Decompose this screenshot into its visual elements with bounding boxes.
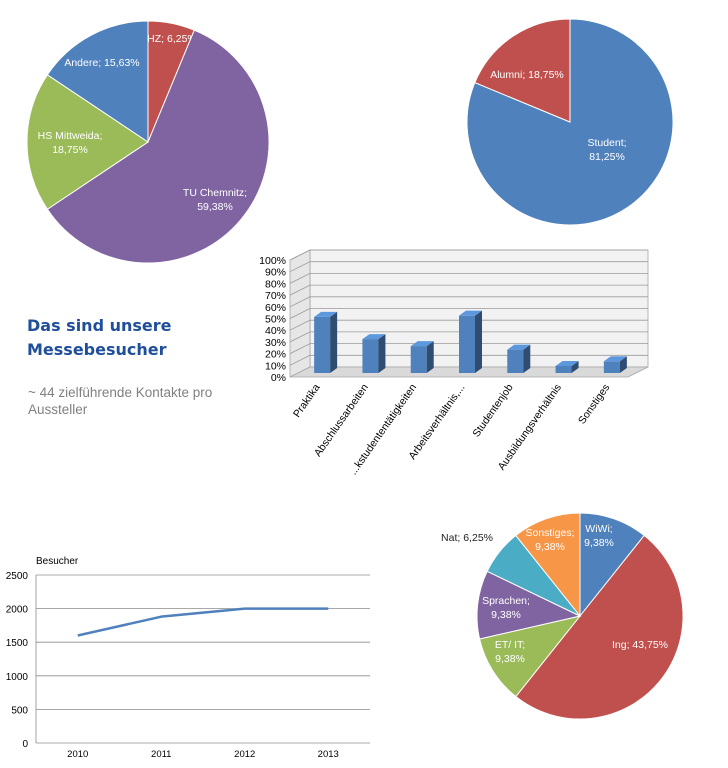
y-tick-label: 40%	[265, 325, 286, 337]
x-tick-label: 2011	[151, 749, 171, 760]
contacts-note-line-1: ~ 44 zielführende Kontakte pro	[28, 385, 213, 400]
bar	[362, 334, 386, 373]
x-tick-label: 2012	[234, 749, 255, 760]
pie-slice	[478, 615, 582, 698]
y-tick-label: 30%	[265, 337, 286, 349]
page-headline: Das sind unsere Messebesucher	[27, 314, 227, 362]
y-tick-label: 80%	[265, 278, 286, 290]
bar-chart-offer-types: 0%10%20%30%40%50%60%70%80%90%100% Praktik…	[259, 249, 649, 477]
y-tick-label: 100%	[259, 255, 286, 267]
slice-label: Sprachen; 9,38%	[482, 595, 530, 621]
pie-slice	[515, 534, 684, 720]
y-tick-label: 2500	[6, 571, 29, 582]
slice-label: Sonstiges; 9,38%	[525, 527, 574, 553]
y-tick-label: 2000	[6, 605, 29, 616]
pie-chart-faculties: WiWi; 9,38% Ing; 43,75% ET/ IT; 9,38% Sprache…	[441, 512, 684, 720]
y-tick-label: 20%	[265, 349, 286, 361]
pie-slice	[46, 20, 149, 143]
headline-line-2: Messebesucher	[27, 340, 167, 359]
y-tick-label: 50%	[265, 314, 286, 326]
bar	[507, 344, 531, 373]
pie-slice	[26, 74, 149, 210]
slice-label: Ing; 43,75%	[612, 639, 668, 651]
bar	[459, 310, 482, 373]
slice-label: Andere; 15,63%	[64, 57, 139, 69]
series-line	[77, 607, 329, 637]
y-tick-label: 1000	[6, 672, 29, 683]
line-chart-visitors: Besucher 0 500 1000 1500 2000 2500 2010 2011 2012…	[6, 556, 370, 760]
slice-label: Nat; 6,25%	[441, 532, 493, 544]
x-tick-label: 2010	[67, 749, 88, 760]
y-tick-label: 500	[11, 705, 28, 716]
pie-slice	[474, 18, 571, 123]
bar	[555, 360, 579, 373]
slice-label: WiWi; 9,38%	[584, 523, 614, 549]
bar	[410, 341, 434, 373]
y-tick-label: 70%	[265, 290, 286, 302]
x-category-label: Abschlussarbeiten	[312, 382, 371, 459]
slice-label: WHZ; 6,25%	[137, 33, 197, 45]
slice-label: TU Chemnitz; 59,38%	[183, 187, 247, 213]
slice-label: Student; 81,25%	[587, 137, 626, 163]
y-tick-label: 0%	[271, 372, 286, 384]
pie-chart-universities: WHZ; 6,25% TU Chemnitz; 59,38% HS Mittweida…	[26, 20, 270, 264]
y-tick-label: 0	[22, 739, 28, 750]
slice-label: Alumni; 18,75%	[490, 69, 564, 81]
bar	[314, 311, 338, 373]
x-category-label: Praktika	[291, 382, 323, 420]
pie-slice	[476, 570, 582, 640]
pie-slice	[579, 512, 645, 618]
slice-label: HS Mittweida; 18,75%	[38, 130, 103, 156]
pie-slice	[466, 18, 674, 226]
headline-line-1: Das sind unsere	[27, 316, 172, 335]
x-category-label: Sonstiges	[576, 382, 612, 427]
contacts-note: ~ 44 zielführende Kontakte pro Ausstelle…	[28, 384, 228, 418]
x-category-label: Studentenjob	[470, 382, 515, 440]
y-tick-label: 10%	[265, 360, 286, 372]
pie-slice	[515, 512, 581, 618]
chart-title: Besucher	[36, 556, 79, 567]
pie-slice	[46, 29, 270, 264]
contacts-note-line-2: Aussteller	[28, 402, 88, 417]
y-tick-label: 1500	[6, 638, 29, 649]
pie-chart-status: Student; 81,25% Alumni; 18,75%	[466, 18, 674, 226]
y-tick-label: 90%	[265, 267, 286, 279]
x-tick-label: 2013	[318, 749, 339, 760]
y-tick-label: 60%	[265, 302, 286, 314]
slice-label: ET/ IT; 9,38%	[495, 639, 525, 665]
bar	[603, 356, 627, 373]
